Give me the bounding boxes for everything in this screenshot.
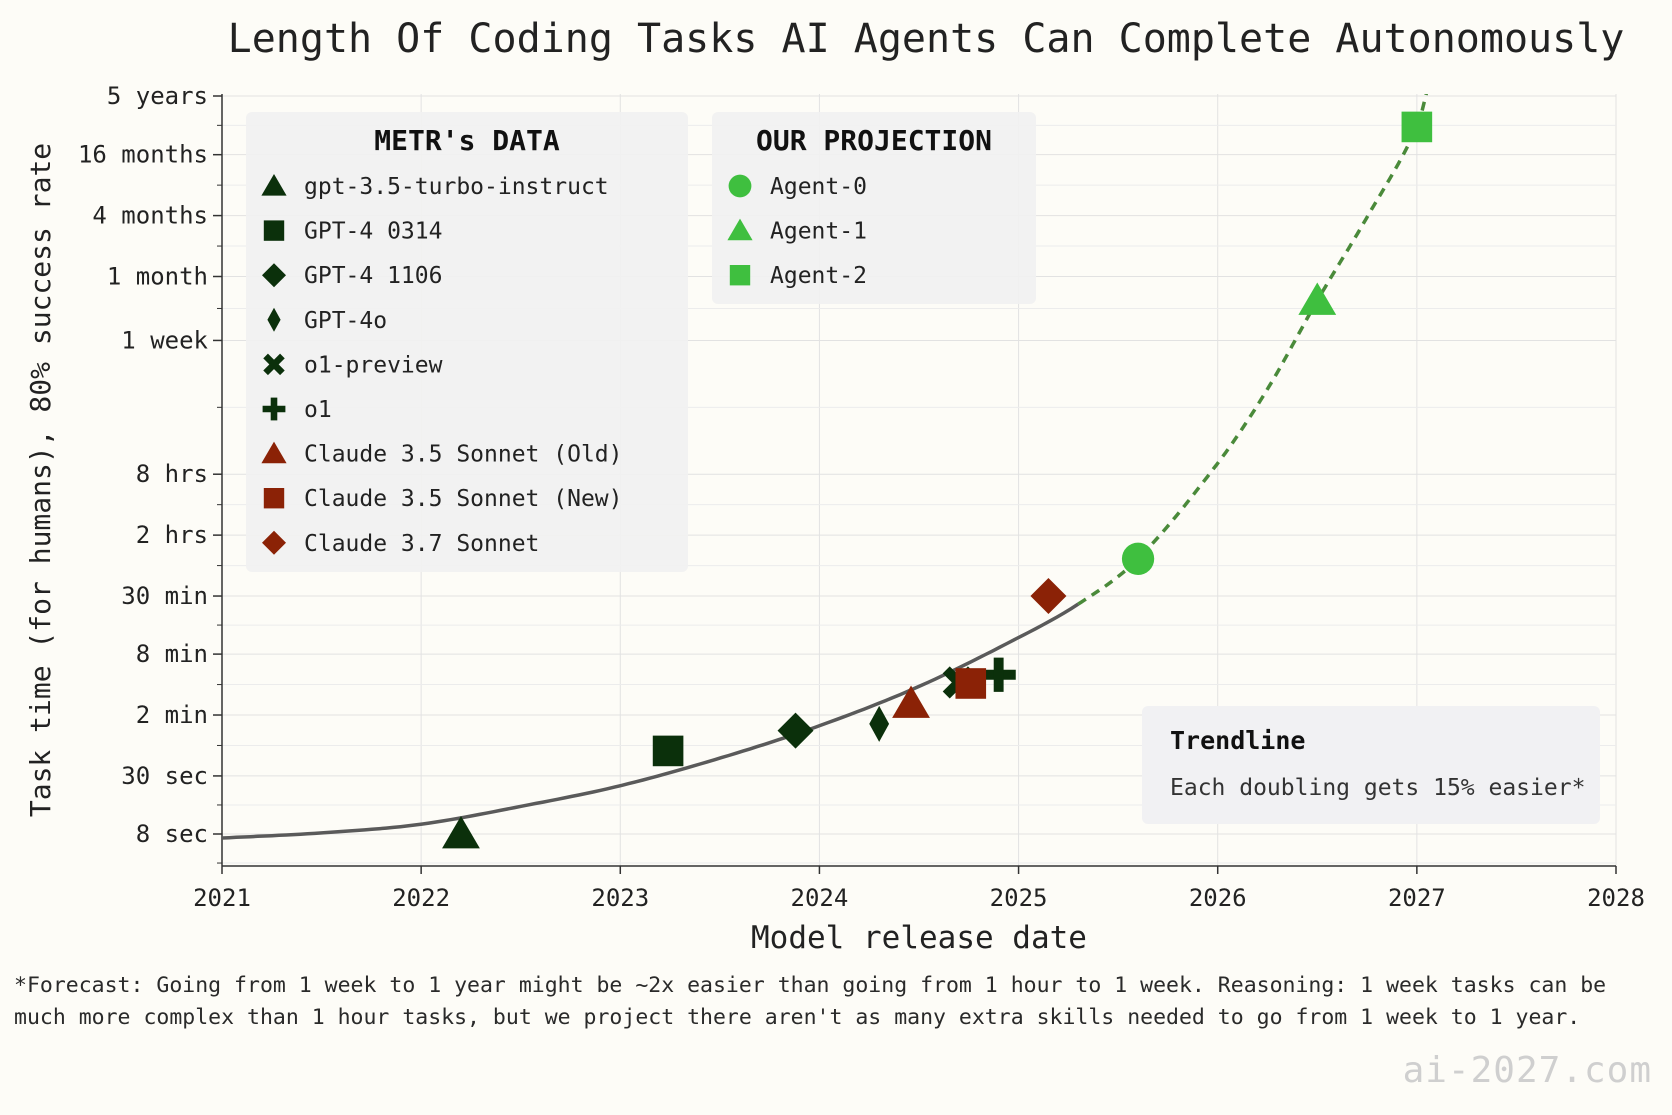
- y-tick-label: 5 years: [107, 82, 208, 110]
- y-tick-label: 2 min: [136, 701, 208, 729]
- x-tick-label: 2022: [392, 884, 450, 912]
- y-tick-label: 8 sec: [136, 820, 208, 848]
- legend-entry-label: Claude 3.7 Sonnet: [304, 531, 539, 557]
- data-point: [892, 685, 930, 718]
- legend-entry-label: Agent-1: [770, 219, 867, 245]
- legend-entry-label: Claude 3.5 Sonnet (New): [304, 486, 623, 512]
- legend-marker: [263, 220, 285, 241]
- legend-marker: [728, 174, 752, 198]
- data-point: [1401, 111, 1433, 143]
- trendline-annotation: Trendline Each doubling gets 15% easier*: [1142, 706, 1600, 824]
- x-tick-label: 2027: [1388, 884, 1446, 912]
- annotation-box: [1142, 706, 1600, 824]
- forecast-footnote: *Forecast: Going from 1 week to 1 year m…: [14, 973, 1620, 1030]
- legend-entry-label: o1: [304, 397, 332, 423]
- data-point: [442, 816, 480, 849]
- annotation-text: Each doubling gets 15% easier*: [1170, 775, 1585, 801]
- legend-marker: [729, 265, 751, 286]
- trendline-solid: [222, 602, 1080, 840]
- data-point: [869, 705, 890, 742]
- legend-entry-label: Agent-2: [770, 263, 867, 289]
- legend-marker: [261, 174, 287, 196]
- x-tick-label: 2023: [591, 884, 649, 912]
- data-point: [1121, 542, 1155, 575]
- legend-entry-label: GPT-4 1106: [304, 263, 442, 289]
- x-tick-label: 2025: [990, 884, 1048, 912]
- y-tick-label: 1 week: [121, 326, 208, 354]
- data-points: [442, 111, 1433, 849]
- legend-entry-label: GPT-4o: [304, 308, 387, 334]
- legend-title: OUR PROJECTION: [756, 124, 992, 157]
- legend-entry-label: Claude 3.5 Sonnet (Old): [304, 442, 623, 468]
- chart-title: Length Of Coding Tasks AI Agents Can Com…: [228, 16, 1625, 62]
- legend-entry-label: Agent-0: [770, 174, 867, 200]
- y-tick-label: 4 months: [92, 202, 208, 230]
- legend-marker: [261, 441, 287, 464]
- y-tick-label: 8 min: [136, 640, 208, 668]
- legend-marker: [262, 530, 286, 555]
- trendline-projection-dashed: [1077, 94, 1429, 606]
- annotation-title: Trendline: [1170, 726, 1305, 755]
- y-tick-label: 1 month: [107, 263, 208, 291]
- data-point: [981, 657, 1016, 692]
- data-point: [955, 668, 987, 699]
- watermark: ai-2027.com: [1402, 1050, 1652, 1091]
- legend-entry-label: o1-preview: [304, 352, 443, 378]
- x-tick-label: 2021: [193, 884, 251, 912]
- legend-marker: [262, 263, 286, 288]
- y-tick-label: 30 min: [121, 582, 208, 610]
- legend-box: [246, 112, 688, 572]
- legend-entry-label: gpt-3.5-turbo-instruct: [304, 174, 609, 200]
- x-tick-label: 2024: [791, 884, 849, 912]
- legend-marker: [263, 488, 285, 509]
- trendline: [222, 94, 1429, 840]
- legend-box: [712, 112, 1036, 304]
- y-axis-label: Task time (for humans), 80% success rate: [24, 143, 57, 817]
- legend-entry-label: GPT-4 0314: [304, 219, 442, 245]
- axes: 2021 2022 2023 2024 2025 2026 2027 2028 8 sec 30 …: [78, 82, 1645, 912]
- legend-title: METR's DATA: [374, 124, 560, 157]
- data-point: [777, 712, 814, 749]
- x-tick-label: 2028: [1587, 884, 1645, 912]
- legend-metr-data: METR's DATA gpt-3.5-turbo-instruct GPT-4 0…: [246, 112, 688, 572]
- legend-marker: [263, 353, 285, 376]
- y-tick-label: 8 hrs: [136, 460, 208, 488]
- y-tick-label: 2 hrs: [136, 521, 208, 549]
- legend-our-projection: OUR PROJECTION Agent-0 Agent-1 Agent-2: [712, 112, 1036, 304]
- x-tick-label: 2026: [1189, 884, 1247, 912]
- legend-marker: [727, 218, 753, 241]
- data-point: [652, 735, 684, 767]
- legend-marker: [267, 307, 281, 332]
- data-point: [1298, 282, 1337, 315]
- y-tick-label: 30 sec: [121, 762, 208, 790]
- legend-marker: [262, 397, 286, 421]
- chart-svg: Length Of Coding Tasks AI Agents Can Com…: [24, 16, 1645, 956]
- x-axis-label: Model release date: [751, 920, 1087, 956]
- legends: METR's DATA gpt-3.5-turbo-instruct GPT-4 0…: [246, 112, 1036, 572]
- data-point: [1030, 578, 1067, 615]
- y-tick-label: 16 months: [78, 141, 208, 169]
